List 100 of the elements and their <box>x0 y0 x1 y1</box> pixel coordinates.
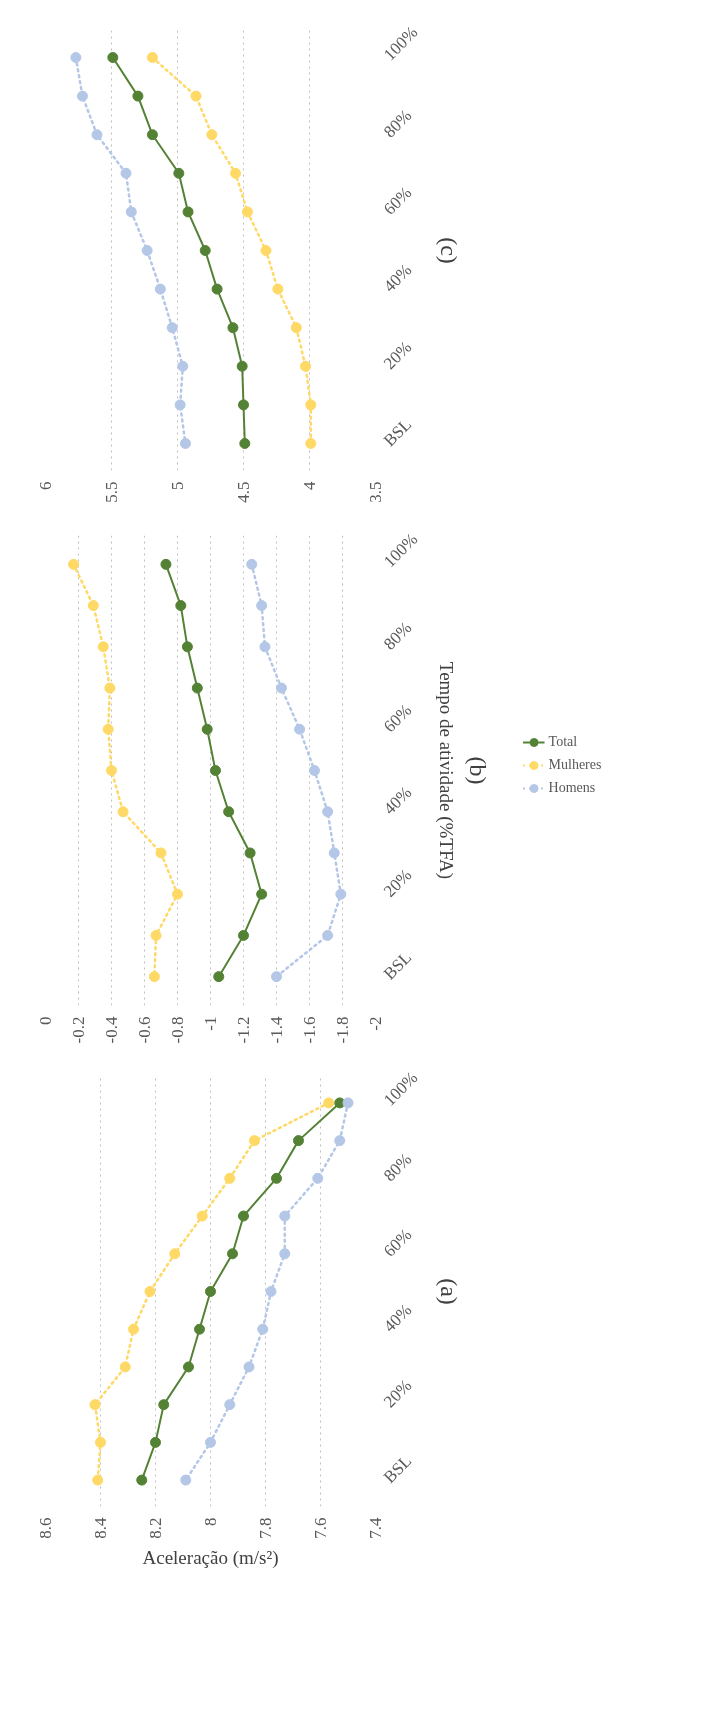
point <box>279 1248 291 1260</box>
point <box>335 888 347 900</box>
x-tick-label: 0 <box>36 1016 55 1025</box>
x-tick-label: 8.2 <box>146 1517 165 1539</box>
point <box>260 245 272 256</box>
x-tick-label: 5.5 <box>102 481 121 503</box>
point <box>144 1286 156 1297</box>
point <box>117 806 129 818</box>
point <box>257 1323 269 1335</box>
point <box>323 1097 335 1109</box>
x-tick-label: 4 <box>300 481 319 490</box>
point <box>194 1323 205 1335</box>
point <box>342 1097 354 1109</box>
x-tick-label: -0.6 <box>135 1016 154 1044</box>
point <box>91 129 103 141</box>
x-tick-label: 4.5 <box>234 481 253 503</box>
point <box>244 847 256 859</box>
point <box>180 1474 192 1486</box>
point <box>179 437 191 449</box>
point <box>211 283 223 295</box>
point <box>205 1286 216 1297</box>
point <box>209 765 221 776</box>
y-tick-label: 20% <box>379 1375 416 1412</box>
point <box>227 1248 238 1260</box>
point <box>120 167 132 179</box>
text: (c) <box>435 237 462 264</box>
point <box>334 1135 346 1147</box>
point <box>308 765 320 776</box>
point <box>172 888 183 900</box>
legend-label: Homens <box>548 779 596 796</box>
point <box>182 206 194 218</box>
point <box>106 765 117 776</box>
point <box>107 52 119 64</box>
point <box>125 206 137 218</box>
x-tick-label: -0.8 <box>168 1016 187 1044</box>
x-tick-label: 8 <box>201 1517 220 1526</box>
point <box>305 399 317 411</box>
point <box>305 437 317 449</box>
point <box>205 1436 216 1448</box>
point <box>272 283 284 295</box>
point <box>271 1172 282 1184</box>
y-tick-label: 80% <box>379 1149 416 1186</box>
point <box>256 888 268 900</box>
point <box>290 322 302 334</box>
point <box>243 1361 255 1373</box>
y-tick-label: BSL <box>379 947 416 984</box>
point <box>89 1399 101 1411</box>
x-tick-label: -1 <box>201 1016 220 1031</box>
point <box>141 245 153 256</box>
x-tick-label: -1.8 <box>333 1016 352 1044</box>
text: (a) <box>435 1278 462 1305</box>
legend-label: Mulheres <box>548 756 602 773</box>
point <box>322 806 334 818</box>
x-tick-label: -0.2 <box>69 1016 88 1044</box>
point <box>155 847 167 859</box>
point <box>224 1399 236 1411</box>
point <box>68 558 80 570</box>
point <box>146 52 158 64</box>
point <box>300 360 312 372</box>
x-tick-label: 7.8 <box>256 1517 275 1539</box>
point <box>97 641 109 653</box>
point <box>224 1172 236 1184</box>
x-tick-label: 7.4 <box>366 1517 385 1539</box>
point <box>275 682 287 694</box>
point <box>213 971 225 983</box>
text: (b) <box>464 756 491 785</box>
x-axis-title: Aceleração (m/s²) <box>142 1546 279 1569</box>
point <box>76 90 88 102</box>
point <box>201 723 213 735</box>
point <box>196 1210 208 1222</box>
point <box>174 399 186 411</box>
point <box>87 600 99 612</box>
point <box>238 929 249 941</box>
point <box>322 929 334 941</box>
point <box>70 52 82 64</box>
y-tick-label: BSL <box>379 414 416 451</box>
point <box>181 641 193 653</box>
point <box>238 399 249 411</box>
x-tick-label: 5 <box>168 481 187 490</box>
point <box>246 558 258 570</box>
legend-label: Total <box>548 733 578 750</box>
y-tick-label: 60% <box>379 183 416 219</box>
point <box>294 723 306 735</box>
y-axis-title: Tempo de atividade (%TFA) <box>434 661 457 880</box>
point <box>249 1135 260 1147</box>
point <box>158 1399 170 1411</box>
y-tick-label: BSL <box>379 1451 416 1487</box>
point <box>293 1135 304 1147</box>
point <box>175 600 187 612</box>
point <box>230 167 242 179</box>
point <box>150 929 162 941</box>
point <box>223 806 235 818</box>
point <box>177 360 189 372</box>
point <box>169 1248 181 1260</box>
y-tick-label: 20% <box>379 337 416 374</box>
point <box>279 1210 291 1222</box>
point <box>199 245 211 256</box>
point <box>95 1436 106 1448</box>
point <box>146 129 158 141</box>
y-tick-label: 40% <box>379 782 416 819</box>
